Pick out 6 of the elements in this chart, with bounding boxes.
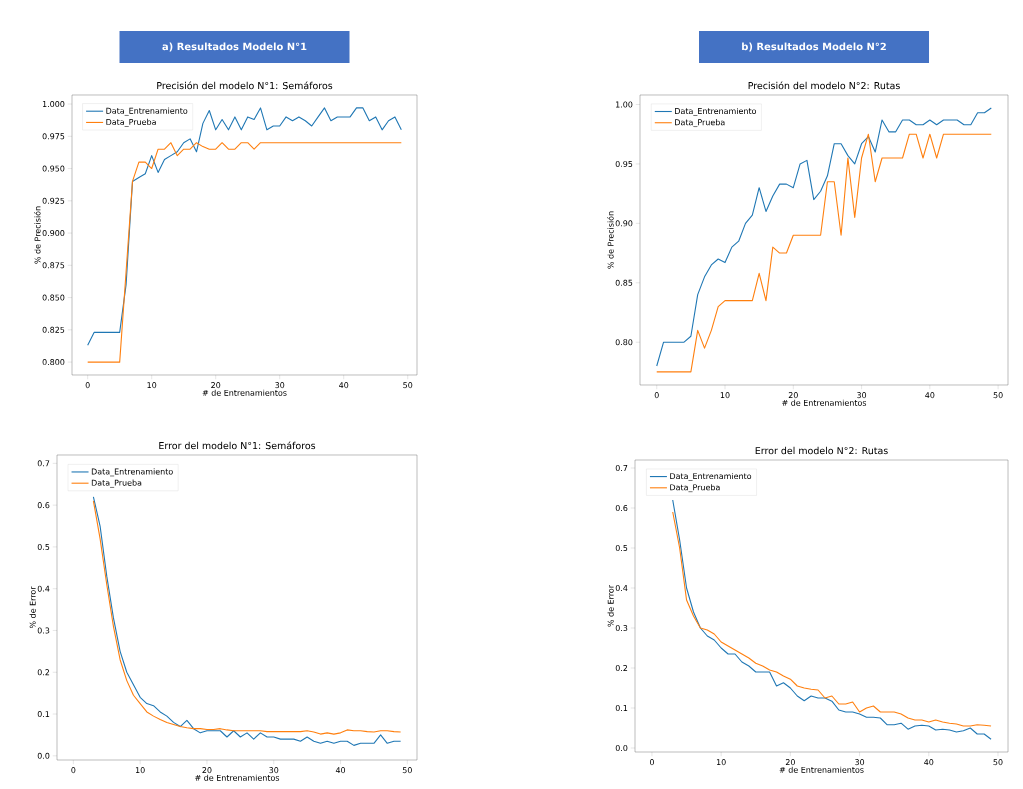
chart-title: Precisión del modelo N°2: Rutas: [748, 81, 900, 90]
text: a) Resultados Modelo N°1: [162, 42, 307, 52]
chart-title: Error del modelo N°2: Rutas: [755, 446, 888, 455]
chart-title: Error del modelo N°1: Semáforos: [159, 441, 316, 450]
text: b) Resultados Modelo N°2: [742, 42, 886, 52]
chart-title: Precisión del modelo N°1: Semáforos: [157, 81, 333, 90]
